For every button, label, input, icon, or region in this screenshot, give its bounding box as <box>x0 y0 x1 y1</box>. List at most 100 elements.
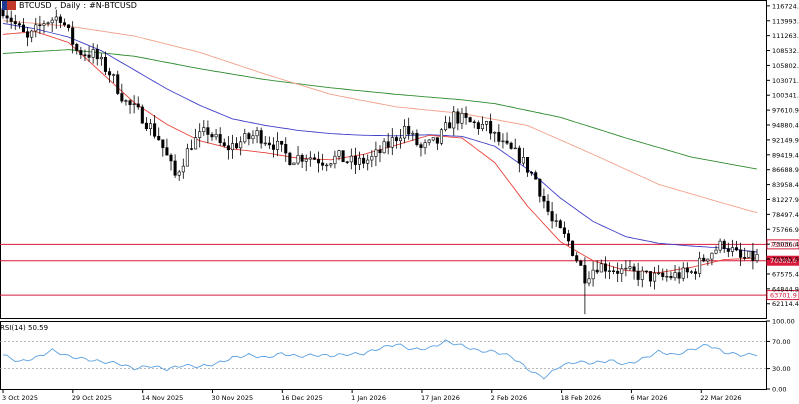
candle[interactable] <box>665 268 669 282</box>
candle[interactable] <box>464 106 468 125</box>
candle[interactable] <box>694 268 698 280</box>
candle[interactable] <box>513 138 517 150</box>
candle[interactable] <box>185 143 189 167</box>
candle[interactable] <box>460 107 464 130</box>
candle[interactable] <box>431 137 435 142</box>
candle[interactable] <box>271 137 275 158</box>
candle[interactable] <box>734 240 739 252</box>
candle[interactable] <box>247 131 251 146</box>
candle[interactable] <box>62 18 66 27</box>
candle[interactable] <box>562 221 566 238</box>
candle[interactable] <box>357 151 362 171</box>
candle[interactable] <box>280 140 284 152</box>
candle[interactable] <box>673 264 677 281</box>
candle[interactable] <box>632 263 636 280</box>
candle[interactable] <box>132 95 136 114</box>
candle[interactable] <box>755 248 759 263</box>
candle[interactable] <box>153 115 157 139</box>
candle[interactable] <box>99 53 103 66</box>
candle[interactable] <box>157 127 161 141</box>
candle[interactable] <box>468 116 472 123</box>
candle[interactable] <box>698 251 702 278</box>
candle[interactable] <box>419 142 423 157</box>
candle[interactable] <box>108 67 112 83</box>
candle[interactable] <box>730 239 734 257</box>
candle[interactable] <box>509 141 513 150</box>
candle[interactable] <box>304 154 308 172</box>
candle[interactable] <box>243 128 247 144</box>
candle[interactable] <box>415 129 419 147</box>
candle[interactable] <box>591 261 595 287</box>
candle[interactable] <box>566 229 571 246</box>
candle[interactable] <box>329 162 333 168</box>
candle[interactable] <box>91 43 95 64</box>
candle[interactable] <box>169 153 173 171</box>
candle[interactable] <box>685 262 689 279</box>
candle[interactable] <box>579 259 583 266</box>
candle[interactable] <box>595 260 599 275</box>
candle[interactable] <box>706 258 710 266</box>
candle[interactable] <box>214 128 218 141</box>
candle[interactable] <box>58 14 62 29</box>
candle[interactable] <box>530 170 534 176</box>
candle[interactable] <box>222 138 226 148</box>
candle[interactable] <box>607 262 612 280</box>
candle[interactable] <box>366 154 370 171</box>
candle[interactable] <box>583 257 587 315</box>
candle[interactable] <box>444 115 448 132</box>
candle[interactable] <box>198 123 202 148</box>
candle[interactable] <box>116 70 120 96</box>
candle[interactable] <box>689 270 693 275</box>
candle[interactable] <box>681 262 685 282</box>
candle[interactable] <box>128 99 132 114</box>
candle[interactable] <box>378 145 382 163</box>
candle[interactable] <box>423 139 427 155</box>
candle[interactable] <box>239 136 243 156</box>
candle[interactable] <box>427 138 431 146</box>
candle[interactable] <box>362 154 366 169</box>
candle[interactable] <box>165 138 169 156</box>
candle[interactable] <box>9 10 13 29</box>
candle[interactable] <box>345 160 349 165</box>
candle[interactable] <box>534 170 538 180</box>
candle[interactable] <box>144 117 148 131</box>
candle[interactable] <box>661 268 665 281</box>
candle[interactable] <box>710 252 714 266</box>
candle[interactable] <box>337 149 341 161</box>
candle[interactable] <box>230 134 235 159</box>
candle[interactable] <box>448 116 452 129</box>
candle[interactable] <box>300 153 304 168</box>
candle[interactable] <box>640 266 644 288</box>
candle[interactable] <box>148 118 153 136</box>
candle[interactable] <box>726 242 730 258</box>
candle[interactable] <box>575 252 579 263</box>
candle[interactable] <box>390 128 394 156</box>
candle[interactable] <box>103 51 107 76</box>
candle[interactable] <box>394 135 398 149</box>
candle[interactable] <box>177 169 181 181</box>
candle[interactable] <box>276 132 280 157</box>
candle[interactable] <box>407 117 411 140</box>
candle[interactable] <box>505 132 509 145</box>
candle[interactable] <box>95 44 99 66</box>
candle[interactable] <box>54 9 58 29</box>
candle[interactable] <box>624 260 628 277</box>
candle[interactable] <box>75 42 79 55</box>
candle[interactable] <box>743 247 747 261</box>
candle[interactable] <box>34 18 38 38</box>
candle[interactable] <box>722 239 726 253</box>
candle[interactable] <box>374 141 378 167</box>
candle[interactable] <box>476 120 480 135</box>
candle[interactable] <box>452 105 456 136</box>
candle[interactable] <box>542 188 546 209</box>
candle[interactable] <box>50 17 54 33</box>
candle[interactable] <box>485 120 489 132</box>
candle[interactable] <box>30 29 34 43</box>
candle[interactable] <box>38 15 42 35</box>
candle[interactable] <box>558 219 562 229</box>
candle[interactable] <box>46 21 50 27</box>
candle[interactable] <box>341 150 345 163</box>
candle[interactable] <box>398 129 403 149</box>
candle[interactable] <box>648 271 652 287</box>
candle[interactable] <box>599 259 603 273</box>
